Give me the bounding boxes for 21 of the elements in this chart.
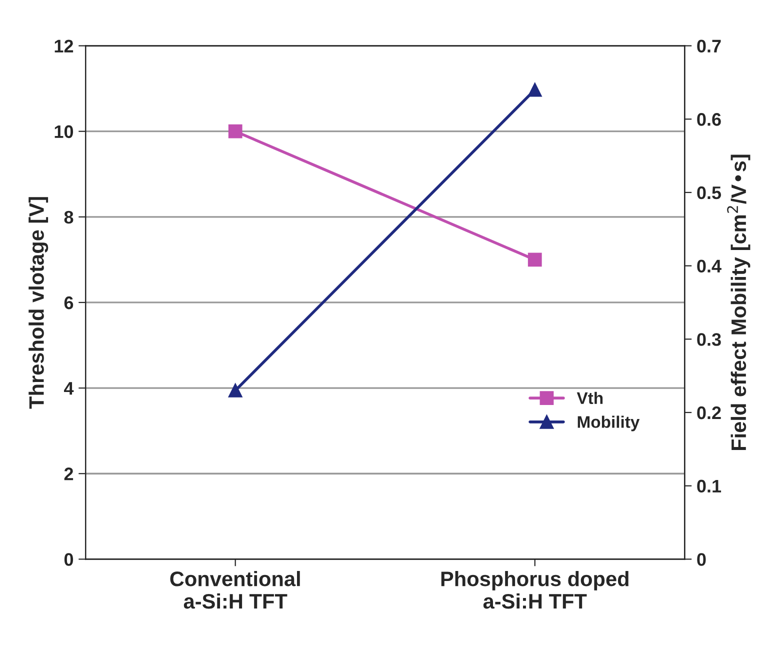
y2-tick-label: 0.1 xyxy=(697,480,722,493)
y-tick-label: 12 xyxy=(54,40,74,52)
y2-tick-label: 0 xyxy=(697,553,706,566)
y-tick-label: 10 xyxy=(54,125,74,138)
y2-axis-title: Field effect Mobility [cm$^{2}$/V•s] xyxy=(727,154,750,450)
y2-tick-label: 0.3 xyxy=(697,333,721,346)
x-tick-label: Phosphorus doped a-Si:H TFT xyxy=(441,570,628,609)
y2-tick-label: 0.2 xyxy=(697,406,721,420)
y-tick-label: 4 xyxy=(64,382,74,395)
x-tick-label: Conventional a-Si:H TFT xyxy=(170,570,300,609)
y-tick-label: 0 xyxy=(64,553,74,566)
y-axis-title: Threshold vlotage [V] xyxy=(28,197,48,409)
y-tick-label: 6 xyxy=(64,296,74,310)
y2-tick-label: 0.5 xyxy=(697,186,722,200)
y2-tick-label: 0.7 xyxy=(697,40,721,52)
y-tick-label: 8 xyxy=(64,210,74,224)
legend-label: Vth xyxy=(576,392,603,404)
y-tick-label: 2 xyxy=(64,468,74,480)
y2-tick-label: 0.6 xyxy=(697,113,721,126)
y2-tick-label: 0.4 xyxy=(697,260,722,273)
legend-label: Mobility xyxy=(578,416,640,432)
